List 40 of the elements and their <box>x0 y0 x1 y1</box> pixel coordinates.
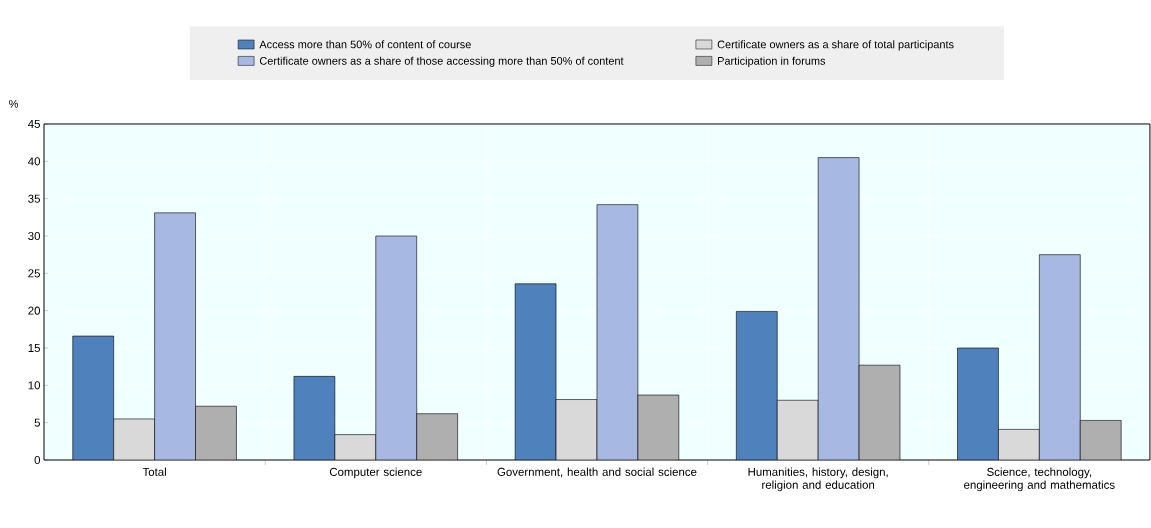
bar <box>637 394 680 460</box>
y-axis-title: % <box>9 100 19 108</box>
y-tick-label: 45 <box>28 120 40 128</box>
bar <box>1079 420 1122 460</box>
y-tick-label: 40 <box>28 157 41 166</box>
bar <box>72 336 114 460</box>
bar <box>514 283 557 460</box>
x-tick-label: Total <box>142 467 166 476</box>
y-tick-label: 0 <box>34 455 41 465</box>
bar <box>293 376 336 460</box>
x-tick-label: Humanities, history, design, religion and education <box>748 467 888 492</box>
bar <box>113 418 155 460</box>
bar <box>776 399 819 460</box>
bar <box>195 406 237 460</box>
y-tick-label: 10 <box>28 381 41 390</box>
legend-label: Participation in forums <box>718 56 826 67</box>
bar <box>375 235 417 460</box>
bar <box>1039 254 1081 460</box>
bar <box>596 204 639 460</box>
bar <box>736 311 778 460</box>
bar <box>998 429 1040 460</box>
y-tick-label: 20 <box>28 306 41 315</box>
legend-label: Certificate owners as a share of those accessing more than 50% of content <box>259 56 624 67</box>
bar <box>154 212 196 460</box>
bar <box>416 413 458 460</box>
bar <box>555 399 598 460</box>
y-tick-label: 30 <box>28 231 41 241</box>
bar <box>957 347 999 460</box>
legend-label: Certificate owners as a share of total participants <box>717 40 954 51</box>
x-tick-label: Science, technology, engineering and mathematics <box>964 467 1115 492</box>
bar <box>858 364 901 460</box>
y-tick-label: 5 <box>34 418 40 427</box>
y-tick-label: 35 <box>28 194 40 203</box>
bar <box>817 157 860 460</box>
y-tick-label: 25 <box>28 269 40 278</box>
y-tick-label: 15 <box>28 344 40 352</box>
x-tick-label: Computer science <box>329 467 422 479</box>
x-tick-label: Government, health and social science <box>497 467 697 478</box>
bar <box>334 434 377 460</box>
legend-label: Access more than 50% of content of course <box>259 40 471 49</box>
